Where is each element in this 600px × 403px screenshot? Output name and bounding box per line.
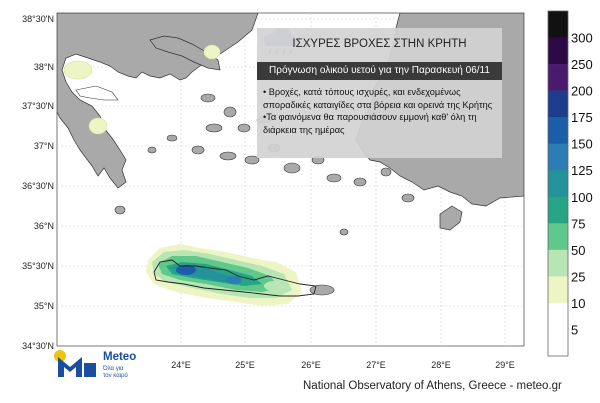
colorbar-label: 150 bbox=[571, 137, 593, 152]
colorbar-swatch bbox=[548, 276, 568, 304]
lon-label: 27°E bbox=[366, 360, 386, 370]
colorbar-label: 100 bbox=[571, 190, 593, 205]
colorbar: 300 250 200 175 150 125 100 75 50 25 10 5 bbox=[547, 10, 593, 357]
bullet-item: •Τα φαινόμενα θα παρουσιάσουν εμμονή καθ… bbox=[263, 112, 477, 135]
longitude-labels: 24°E 25°E 26°E 27°E 28°E 29°E bbox=[171, 360, 515, 370]
lat-label: 34°30'N bbox=[22, 341, 54, 351]
colorbar-swatch bbox=[548, 11, 568, 38]
lat-label: 37°30'N bbox=[22, 101, 54, 111]
lat-label: 38°30'N bbox=[22, 14, 54, 24]
lat-label: 36°30'N bbox=[22, 181, 54, 191]
panel-bullets: • Βροχές, κατά τόπους ισχυρές, και ενδεχ… bbox=[263, 86, 498, 136]
lat-label: 35°N bbox=[34, 301, 54, 311]
colorbar-label: 175 bbox=[571, 110, 593, 125]
colorbar-swatch bbox=[548, 196, 568, 224]
lat-label: 36°N bbox=[34, 221, 54, 231]
logo-name: Meteo bbox=[103, 351, 137, 363]
colorbar-swatch bbox=[548, 170, 568, 198]
colorbar-swatch bbox=[548, 302, 568, 330]
bullet-item: • Βροχές, κατά τόπους ισχυρές, και ενδεχ… bbox=[263, 87, 493, 110]
colorbar-swatch bbox=[548, 64, 568, 91]
colorbar-swatch bbox=[548, 249, 568, 277]
lon-label: 26°E bbox=[301, 360, 321, 370]
lon-label: 25°E bbox=[235, 360, 255, 370]
colorbar-swatch bbox=[548, 117, 568, 144]
colorbar-swatch bbox=[548, 143, 568, 171]
panel-subtitle: Πρόγνωση ολικού υετού για την Παρασκευή … bbox=[257, 62, 502, 80]
colorbar-label: 300 bbox=[571, 31, 593, 46]
lon-label: 28°E bbox=[431, 360, 451, 370]
colorbar-label: 200 bbox=[571, 84, 593, 99]
rhodes bbox=[439, 205, 463, 231]
colorbar-label: 10 bbox=[571, 296, 585, 311]
panel-title: ΙΣΧΥΡΕΣ ΒΡΟΧΕΣ ΣΤΗΝ ΚΡΗΤΗ bbox=[292, 38, 467, 50]
colorbar-swatch bbox=[548, 90, 568, 118]
colorbar-label: 25 bbox=[571, 269, 585, 284]
footer-credit: National Observatory of Athens, Greece -… bbox=[303, 380, 562, 392]
colorbar-swatch bbox=[548, 329, 568, 357]
latitude-labels: 38°30'N 38°N 37°30'N 37°N 36°30'N 36°N 3… bbox=[22, 14, 54, 351]
colorbar-frame bbox=[547, 10, 569, 357]
colorbar-label: 50 bbox=[571, 243, 585, 258]
colorbar-label: 5 bbox=[571, 322, 578, 337]
logo-tagline: Όλα για τον καιρό bbox=[103, 366, 128, 379]
euboea bbox=[149, 35, 221, 71]
meteo-logo-icon bbox=[54, 350, 96, 377]
lat-label: 35°30'N bbox=[22, 261, 54, 271]
crete-rainfall bbox=[146, 244, 317, 306]
rain-patches-north bbox=[63, 44, 221, 135]
lon-label: 24°E bbox=[171, 360, 191, 370]
colorbar-swatch bbox=[548, 223, 568, 251]
colorbar-label: 250 bbox=[571, 57, 593, 72]
colorbar-label: 125 bbox=[571, 163, 593, 178]
lat-label: 38°N bbox=[34, 62, 54, 72]
lat-label: 37°N bbox=[34, 141, 54, 151]
colorbar-label: 75 bbox=[571, 216, 585, 231]
colorbar-swatch bbox=[548, 37, 568, 65]
info-panel: ΙΣΧΥΡΕΣ ΒΡΟΧΕΣ ΣΤΗΝ ΚΡΗΤΗ Πρόγνωση ολικο… bbox=[257, 28, 502, 158]
meteo-logo: Meteo Όλα για τον καιρό bbox=[52, 349, 162, 381]
lon-label: 29°E bbox=[495, 360, 515, 370]
